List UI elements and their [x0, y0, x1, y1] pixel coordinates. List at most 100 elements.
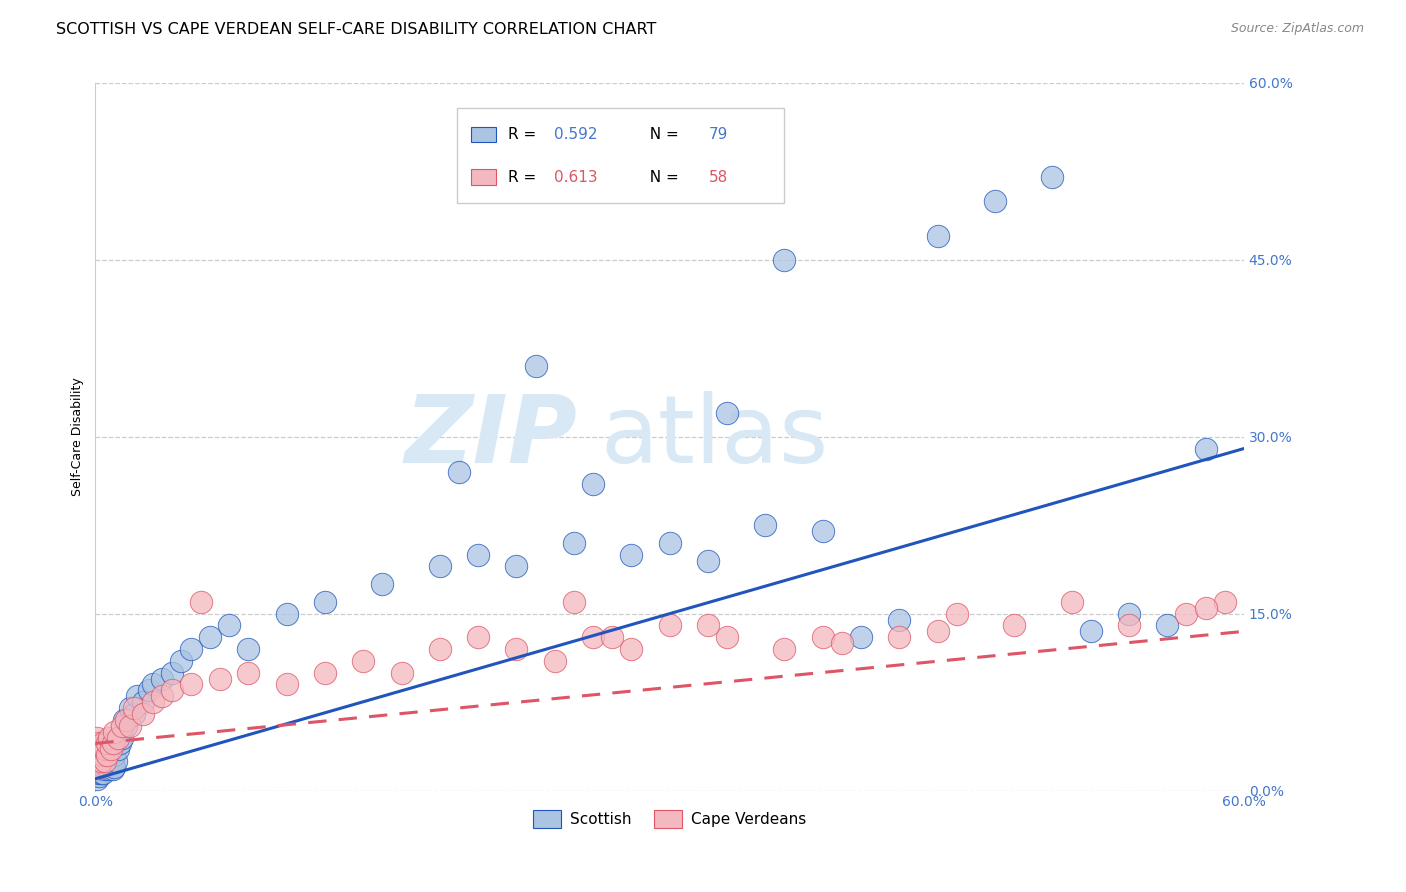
- Point: [96, 748, 118, 763]
- Point: [582, 630, 605, 644]
- Point: [94, 742, 117, 756]
- Point: [115, 719, 138, 733]
- Point: [754, 518, 776, 533]
- Point: [927, 229, 949, 244]
- Point: [89, 769, 111, 783]
- Text: atlas: atlas: [600, 391, 830, 483]
- Point: [86, 763, 108, 777]
- Point: [90, 742, 112, 756]
- Point: [1118, 618, 1140, 632]
- Point: [371, 577, 394, 591]
- Text: R =: R =: [508, 169, 541, 185]
- Point: [1042, 170, 1064, 185]
- Point: [562, 595, 585, 609]
- Point: [101, 754, 124, 768]
- Point: [716, 630, 738, 644]
- Point: [89, 765, 111, 780]
- Point: [429, 559, 451, 574]
- Point: [111, 719, 134, 733]
- Point: [112, 713, 135, 727]
- Point: [811, 630, 834, 644]
- Point: [716, 406, 738, 420]
- Point: [100, 757, 122, 772]
- Text: 58: 58: [709, 169, 728, 185]
- Text: R =: R =: [508, 127, 541, 142]
- Point: [132, 695, 155, 709]
- Point: [91, 765, 114, 780]
- Point: [180, 677, 202, 691]
- Point: [238, 642, 260, 657]
- Point: [90, 748, 112, 763]
- Point: [97, 763, 120, 777]
- Point: [314, 665, 336, 680]
- Point: [110, 736, 132, 750]
- Point: [103, 760, 125, 774]
- Point: [90, 754, 112, 768]
- Point: [1156, 618, 1178, 632]
- Point: [505, 559, 527, 574]
- Point: [86, 772, 108, 786]
- Point: [696, 553, 718, 567]
- FancyBboxPatch shape: [471, 127, 496, 143]
- Point: [1175, 607, 1198, 621]
- Point: [160, 665, 183, 680]
- Point: [97, 731, 120, 745]
- Point: [600, 630, 623, 644]
- Point: [1080, 624, 1102, 639]
- Point: [945, 607, 967, 621]
- Point: [429, 642, 451, 657]
- Point: [831, 636, 853, 650]
- Point: [127, 690, 149, 704]
- Point: [132, 706, 155, 721]
- Point: [89, 754, 111, 768]
- Point: [91, 748, 114, 763]
- Point: [94, 757, 117, 772]
- Point: [658, 618, 681, 632]
- Point: [811, 524, 834, 538]
- Point: [90, 754, 112, 768]
- Point: [122, 701, 145, 715]
- Point: [118, 719, 141, 733]
- Point: [276, 677, 298, 691]
- Point: [89, 760, 111, 774]
- Point: [447, 465, 470, 479]
- Point: [101, 763, 124, 777]
- Text: N =: N =: [640, 169, 683, 185]
- Text: Source: ZipAtlas.com: Source: ZipAtlas.com: [1230, 22, 1364, 36]
- Point: [620, 642, 643, 657]
- Point: [773, 252, 796, 267]
- Text: SCOTTISH VS CAPE VERDEAN SELF-CARE DISABILITY CORRELATION CHART: SCOTTISH VS CAPE VERDEAN SELF-CARE DISAB…: [56, 22, 657, 37]
- Point: [94, 754, 117, 768]
- Point: [86, 765, 108, 780]
- Text: 0.613: 0.613: [554, 169, 598, 185]
- Text: 79: 79: [709, 127, 728, 142]
- Point: [97, 754, 120, 768]
- Y-axis label: Self-Care Disability: Self-Care Disability: [72, 377, 84, 496]
- Point: [467, 630, 489, 644]
- Point: [889, 630, 911, 644]
- Point: [86, 742, 108, 756]
- Point: [111, 731, 134, 745]
- Point: [89, 763, 111, 777]
- Point: [505, 642, 527, 657]
- Point: [90, 765, 112, 780]
- Point: [200, 630, 222, 644]
- Point: [100, 748, 122, 763]
- Point: [467, 548, 489, 562]
- Point: [889, 613, 911, 627]
- Point: [1060, 595, 1083, 609]
- Point: [150, 672, 173, 686]
- Point: [391, 665, 413, 680]
- Point: [91, 760, 114, 774]
- Point: [122, 706, 145, 721]
- Point: [208, 672, 231, 686]
- Point: [773, 642, 796, 657]
- Point: [150, 690, 173, 704]
- Point: [1002, 618, 1025, 632]
- Point: [86, 757, 108, 772]
- Point: [562, 536, 585, 550]
- Point: [89, 748, 111, 763]
- Point: [238, 665, 260, 680]
- Point: [96, 736, 118, 750]
- Point: [138, 683, 160, 698]
